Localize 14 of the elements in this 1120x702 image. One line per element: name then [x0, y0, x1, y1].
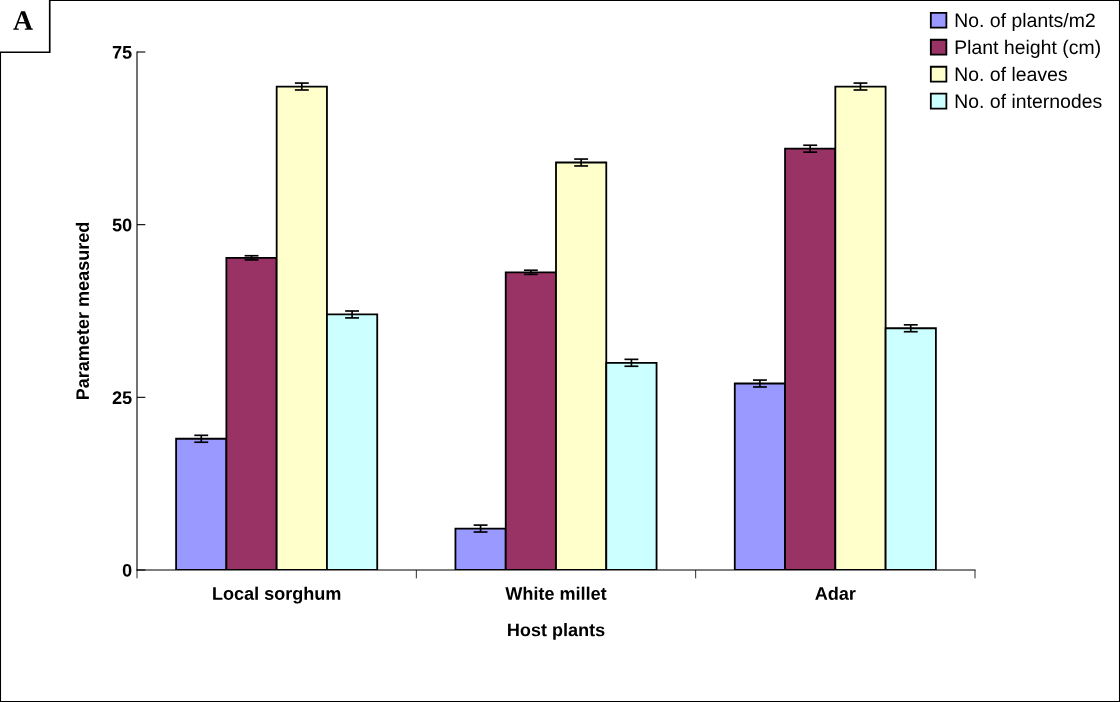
legend-label: Plant height (cm)	[955, 39, 1100, 58]
legend-label: No. of leaves	[955, 66, 1067, 82]
x-tick-label: Local sorghum	[213, 586, 341, 604]
legend-label: No. of internodes	[955, 93, 1102, 109]
y-tick-label: 25	[112, 391, 132, 405]
y-tick-label: 50	[112, 218, 132, 232]
y-tick-label: 75	[112, 46, 132, 59]
x-tick-label: Adar	[815, 586, 856, 600]
text: A	[13, 11, 33, 30]
y-tick-label: 0	[122, 563, 132, 577]
x-tick-label: White millet	[505, 586, 607, 600]
y-axis-title: Parameter measured	[75, 222, 90, 400]
x-axis-title: Host plants	[508, 623, 605, 640]
legend-label: No. of plants/m2	[955, 12, 1095, 32]
